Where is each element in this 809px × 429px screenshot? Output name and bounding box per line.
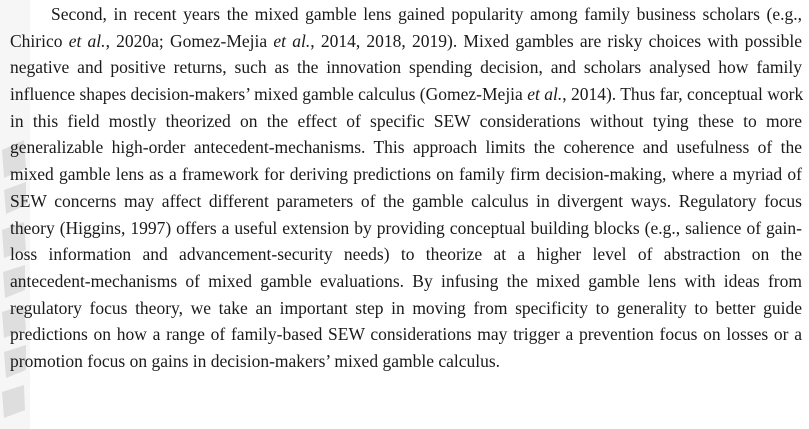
paragraph-line-14: promotion focus on gains in decision-mak…	[10, 350, 501, 371]
paragraph-line-8: SEW concerns may affect different parame…	[10, 190, 802, 211]
paragraph-line-6: generalizable high-order antecedent-mech…	[10, 137, 802, 158]
paragraph-line-9: theory (Higgins, 1997) offers a useful e…	[10, 217, 802, 238]
body-paragraph: Second, in recent years the mixed gamble…	[10, 1, 804, 375]
paragraph-line-1: Second, in recent years the mixed gamble…	[51, 4, 802, 24]
margin-watermark-graphic	[0, 0, 30, 429]
paragraph-line-10: loss information and advancement-securit…	[10, 244, 802, 265]
paragraph-line-11: antecedent-mechanisms of mixed gamble ev…	[10, 270, 802, 291]
paragraph-line-3: negative and positive returns, such as t…	[10, 57, 802, 78]
paragraph-line-12: regulatory focus theory, we take an impo…	[10, 297, 802, 318]
paragraph-line-5: in this field mostly theorized on the ef…	[10, 110, 802, 131]
paragraph-line-4: influence shapes decision-makers’ mixed …	[10, 84, 804, 105]
paragraph-line-13: predictions on how a range of family-bas…	[10, 324, 802, 345]
paragraph-line-7: mixed gamble lens as a framework for der…	[10, 164, 802, 185]
paragraph-line-2: Chirico et al., 2020a; Gomez-Mejia et al…	[10, 30, 803, 51]
